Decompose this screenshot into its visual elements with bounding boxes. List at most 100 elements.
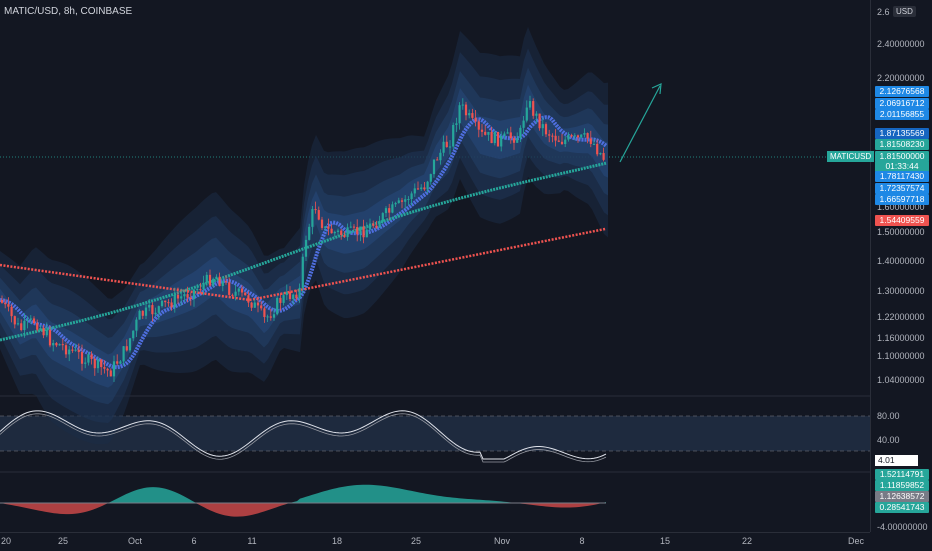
currency-tag[interactable]: USD [893, 6, 916, 17]
candle-body [493, 131, 496, 144]
candle-body [109, 370, 112, 377]
candle-body [183, 294, 186, 297]
symbol-title: MATIC/USD, 8h, COINBASE [4, 6, 133, 17]
candle-body [400, 200, 404, 202]
time-tick: 22 [741, 536, 753, 546]
candle-body [541, 124, 544, 129]
macd-badge: 1.52114791 [875, 469, 929, 480]
candle-body [554, 135, 557, 141]
candle-body [586, 133, 589, 139]
candle-body [480, 129, 484, 132]
macd-positive-area [0, 484, 606, 503]
price-axis[interactable]: USD 2.6 2.40000000 2.20000000 1.60000000 1.5… [827, 0, 932, 532]
candle-body [573, 135, 576, 137]
candle-body [256, 302, 260, 306]
candle-body [452, 125, 455, 147]
candle-body [4, 302, 7, 305]
oscillator-tick: 40.00 [877, 435, 900, 445]
candle-body [160, 300, 164, 307]
candle-body [301, 256, 304, 288]
price-tick: 1.16000000 [877, 333, 925, 343]
candle-body [151, 305, 154, 315]
time-axis[interactable]: 20 25 Oct 6 11 18 25 Nov 8 15 22 Dec [0, 532, 870, 551]
candle-body [170, 302, 173, 308]
candle-body [295, 294, 298, 299]
macd-negative-area [0, 503, 606, 517]
candle-body [186, 294, 189, 298]
candle-body [330, 228, 333, 234]
oscillator [0, 410, 607, 463]
candle-body [397, 200, 400, 203]
candle-body [96, 359, 100, 369]
price-tick: 1.50000000 [877, 227, 925, 237]
candle-body [394, 202, 397, 205]
candle-body [496, 131, 500, 147]
candle-body [218, 276, 221, 287]
candle-body [298, 287, 301, 299]
candle-body [292, 294, 295, 300]
candle-body [343, 235, 346, 238]
ma-slow-line [0, 161, 607, 342]
candle-body [423, 187, 426, 190]
candle-body [42, 327, 45, 336]
chart-area[interactable]: MATIC/USD, 8h, COINBASE [0, 0, 870, 532]
candle-body [362, 226, 365, 238]
candle-body [157, 306, 160, 313]
candle-body [116, 361, 119, 364]
candle-body [285, 291, 288, 296]
oscillator-k-line [0, 410, 607, 460]
candle-body [253, 302, 256, 308]
candle-body [148, 305, 151, 308]
candle-body [90, 354, 93, 359]
candle-body [426, 181, 429, 190]
candle-body [464, 104, 468, 116]
time-tick: Nov [493, 536, 511, 546]
candle-body [29, 318, 32, 320]
macd-badge: 1.12638572 [875, 491, 929, 502]
candle-body [68, 349, 71, 355]
candle-body [192, 289, 196, 299]
candle-body [119, 361, 122, 364]
candle-body [429, 174, 432, 182]
candle-body [311, 209, 314, 227]
candles [0, 95, 605, 382]
macd-histogram [0, 484, 606, 517]
candle-body [26, 319, 29, 321]
candle-body [212, 278, 215, 286]
candle-body [167, 302, 170, 304]
candle-body [413, 188, 416, 194]
candle-body [39, 327, 42, 330]
candle-body [234, 291, 237, 296]
time-tick: 8 [579, 536, 585, 546]
oscillator-d-line [0, 413, 607, 463]
candle-body [138, 310, 141, 320]
candle-body [250, 302, 253, 308]
price-tick: 1.60000000 [877, 202, 925, 212]
candle-body [106, 368, 109, 371]
price-badge: 1.81500000 [875, 151, 929, 162]
candle-body [589, 138, 592, 144]
candle-body [282, 295, 285, 303]
candle-body [164, 300, 167, 303]
candle-body [61, 344, 64, 346]
time-tick: 25 [57, 536, 69, 546]
candle-body [359, 226, 362, 235]
candle-body [180, 296, 183, 299]
candle-body [352, 226, 356, 228]
candle-body [538, 113, 541, 129]
price-badge: 1.78117430 [875, 171, 929, 182]
price-chart-svg[interactable] [0, 0, 870, 532]
candle-body [36, 323, 39, 330]
oscillator-band [0, 416, 870, 451]
candle-body [87, 354, 90, 363]
candle-body [567, 135, 570, 140]
price-badge: 1.66597718 [875, 194, 929, 205]
macd-badge: 0.28541743 [875, 502, 929, 513]
candle-body [551, 135, 554, 137]
price-tick: 2.40000000 [877, 39, 925, 49]
candle-body [368, 223, 372, 230]
candle-body [135, 319, 138, 331]
time-tick: 15 [659, 536, 671, 546]
candle-body [141, 310, 144, 316]
time-tick: 6 [191, 536, 197, 546]
